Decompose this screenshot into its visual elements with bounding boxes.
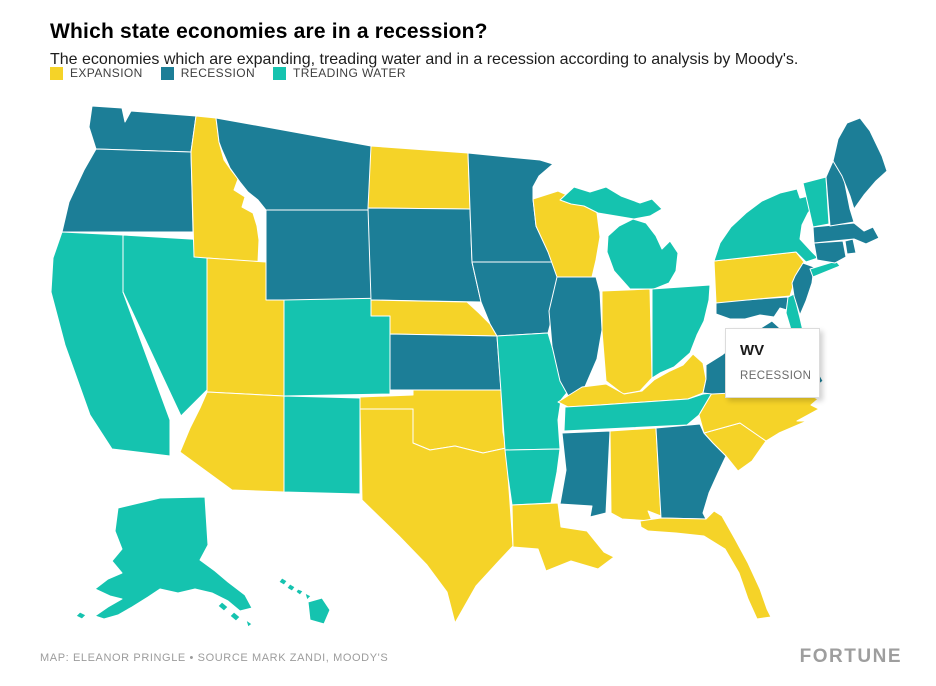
legend-swatch-treading_water	[273, 66, 287, 80]
state-wy[interactable]	[265, 209, 372, 301]
state-in[interactable]	[601, 288, 653, 395]
page-title: Which state economies are in a recession…	[50, 20, 488, 44]
tooltip-status-label: RECESSION	[740, 370, 812, 382]
legend-item-treading_water: TREADING WATER	[273, 66, 406, 80]
state-me[interactable]	[832, 117, 888, 210]
state-ks[interactable]	[389, 333, 502, 391]
state-oh[interactable]	[651, 284, 711, 379]
legend-item-recession: RECESSION	[160, 66, 256, 80]
state-fl[interactable]	[639, 510, 772, 620]
state-ar[interactable]	[504, 448, 561, 506]
state-ct[interactable]	[813, 240, 847, 264]
legend-item-expansion: EXPANSION	[50, 66, 143, 80]
state-vt[interactable]	[802, 176, 830, 228]
state-az[interactable]	[179, 391, 285, 493]
state-co[interactable]	[283, 297, 391, 397]
state-hi[interactable]	[278, 577, 331, 625]
state-sd[interactable]	[367, 207, 482, 303]
tooltip-state-abbr: WV	[740, 342, 765, 359]
state-ne[interactable]	[370, 299, 498, 337]
legend-swatch-recession	[160, 66, 174, 80]
state-or[interactable]	[61, 148, 194, 233]
legend-label: EXPANSION	[70, 66, 143, 80]
state-la[interactable]	[511, 502, 615, 572]
state-ma[interactable]	[812, 222, 880, 245]
fortune-logo: FORTUNE	[799, 646, 902, 667]
page-subtitle: The economies which are expanding, tread…	[50, 51, 799, 68]
legend-swatch-expansion	[50, 66, 63, 80]
state-tooltip: WV RECESSION	[725, 328, 820, 398]
state-nj[interactable]	[791, 262, 815, 316]
state-mi[interactable]	[559, 186, 679, 290]
state-nd[interactable]	[367, 145, 471, 210]
state-wa[interactable]	[88, 105, 197, 153]
state-mt[interactable]	[215, 117, 372, 211]
legend: EXPANSION RECESSION TREADING WATER	[50, 66, 406, 80]
legend-label: RECESSION	[180, 66, 256, 80]
state-nc[interactable]	[698, 388, 820, 442]
state-ms[interactable]	[559, 430, 611, 518]
state-ri[interactable]	[844, 238, 857, 255]
state-al[interactable]	[609, 427, 662, 522]
legend-label: TREADING WATER	[293, 66, 406, 80]
state-ak[interactable]	[75, 496, 253, 628]
state-nm[interactable]	[283, 395, 361, 495]
map-credit: MAP: ELEANOR PRINGLE • SOURCE MARK ZANDI…	[40, 652, 389, 664]
